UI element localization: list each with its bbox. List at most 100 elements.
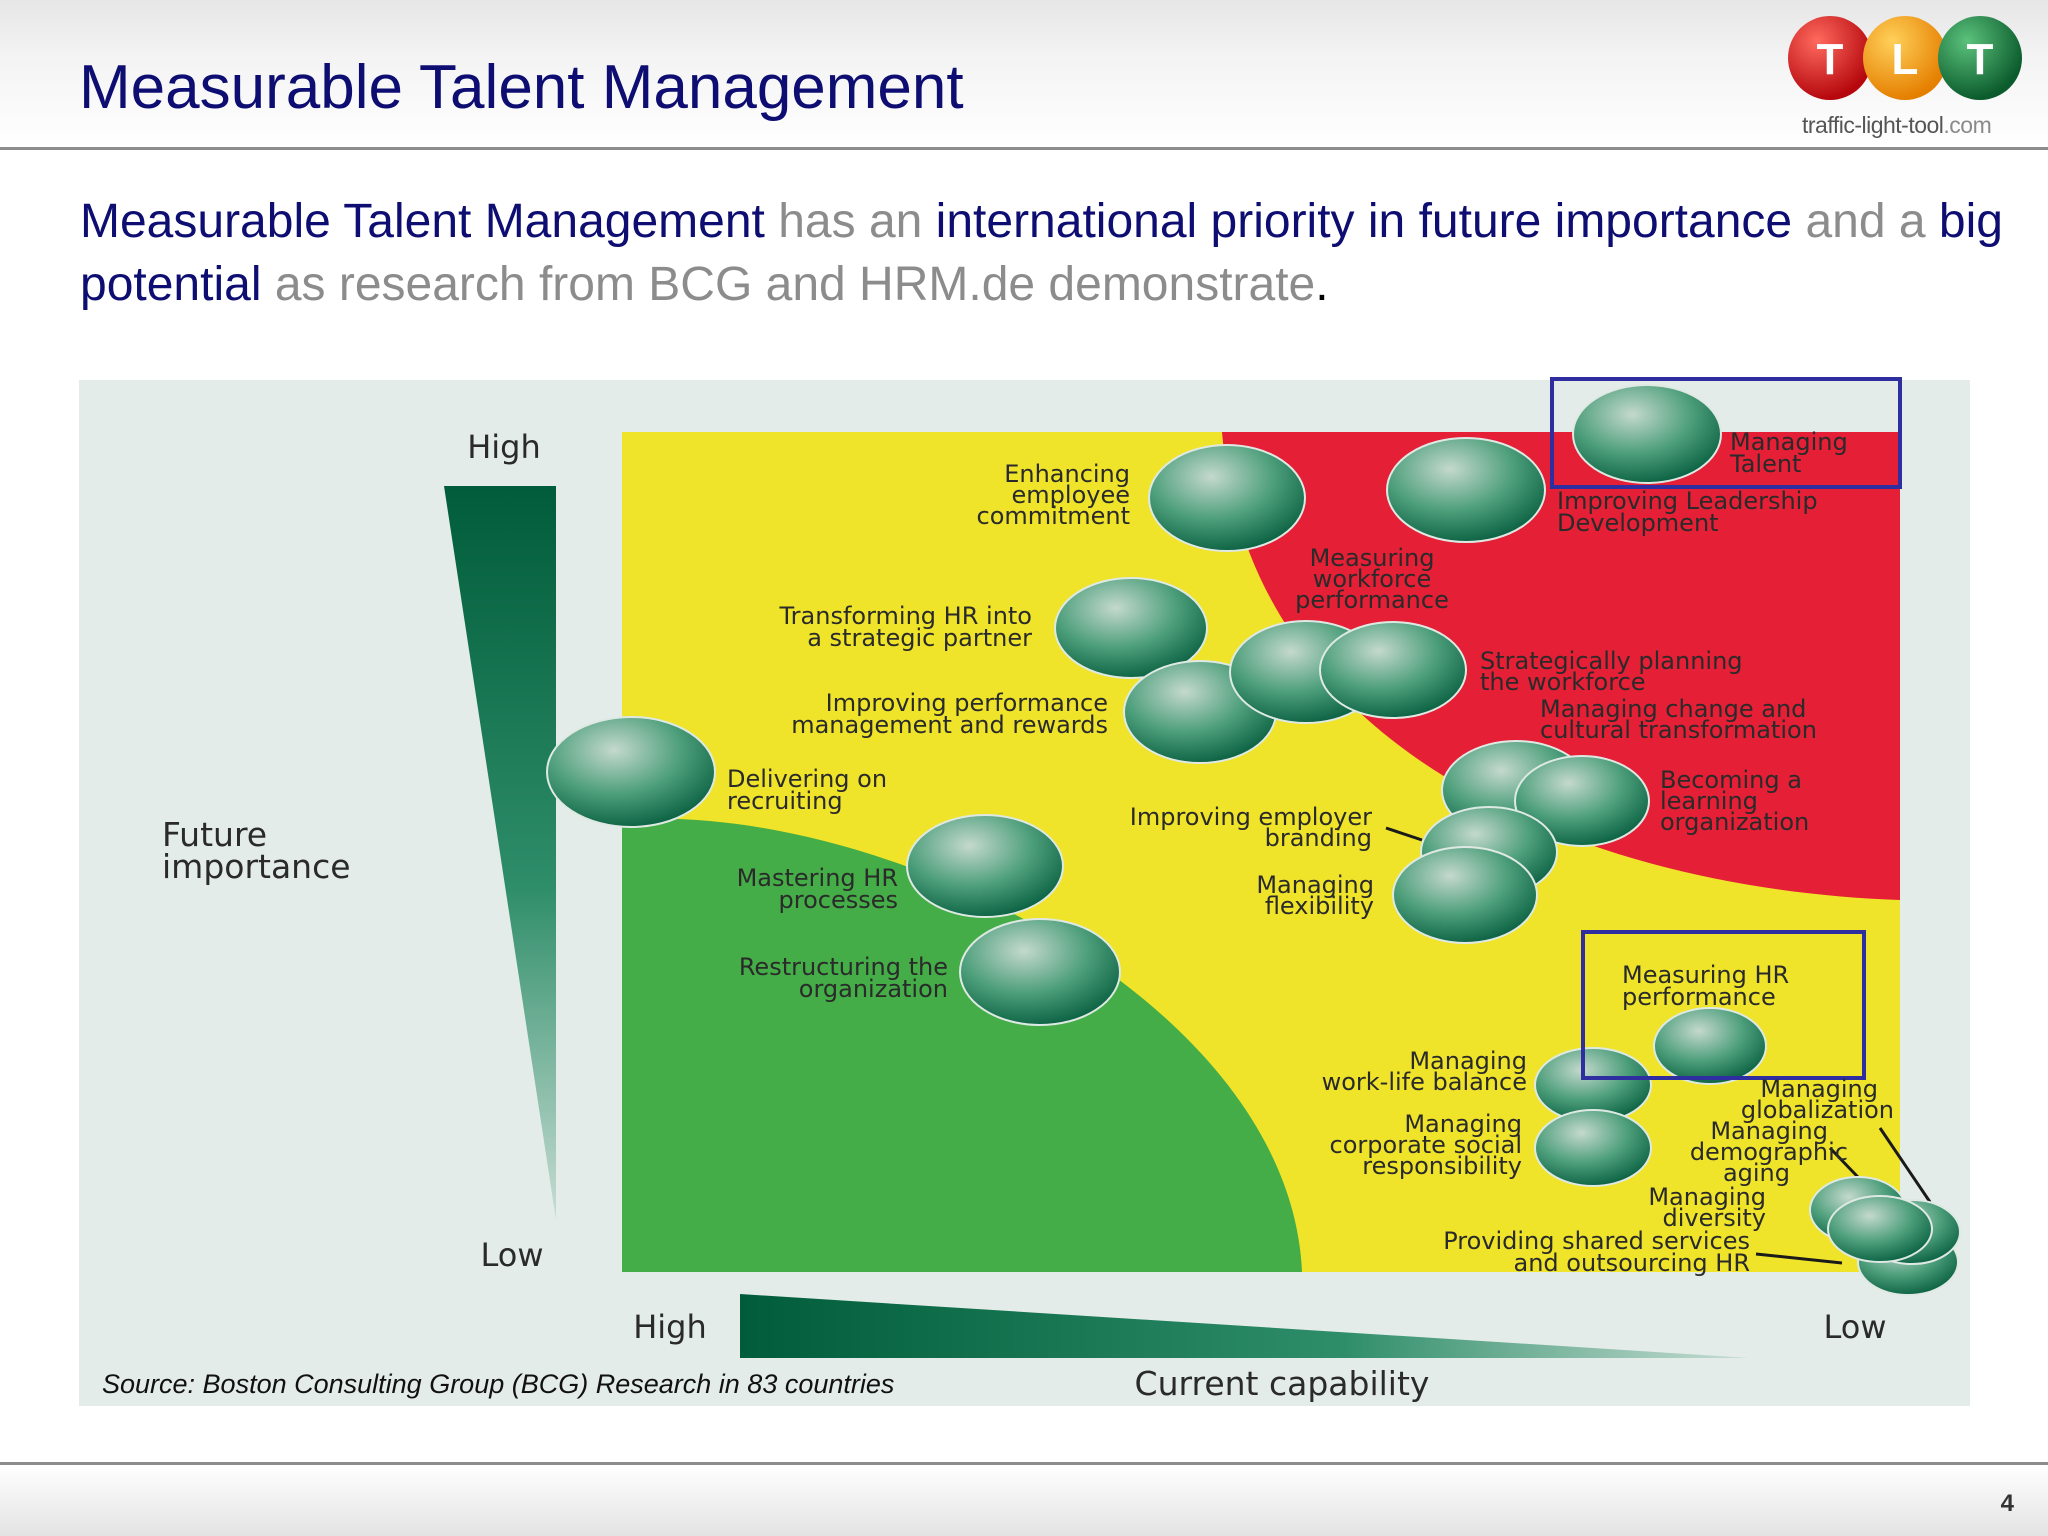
label-managing-talent-1: Managing xyxy=(1730,428,1848,456)
logo-letter-1: T xyxy=(1817,35,1844,84)
logo-letter-2: L xyxy=(1892,35,1919,84)
logo-domain-tld: .com xyxy=(1943,112,1992,138)
bubble-improving-leadership xyxy=(1386,437,1546,543)
label-improving-leadership-2: Development xyxy=(1557,509,1719,537)
x-axis-low-label: Low xyxy=(1823,1308,1886,1346)
bubble-csr xyxy=(1534,1109,1652,1187)
lede-part-1: Measurable Talent Management xyxy=(80,195,765,248)
label-shared-services-1: Providing shared services xyxy=(1443,1227,1750,1255)
label-improving-performance-2: management and rewards xyxy=(791,711,1108,739)
label-measuring-workforce-3: performance xyxy=(1295,586,1449,614)
y-axis-low-label: Low xyxy=(480,1236,543,1274)
label-managing-change-1: Managing change and xyxy=(1540,695,1806,723)
bubbles xyxy=(546,384,1961,1296)
label-demographic-1: Managing xyxy=(1710,1117,1828,1145)
topic-labels: Managing Talent Improving Leadership Dev… xyxy=(727,428,1894,1277)
label-enhancing-commitment-3: commitment xyxy=(977,502,1130,530)
slide-footer xyxy=(0,1465,2048,1536)
label-csr-2: corporate social xyxy=(1330,1131,1522,1159)
lede-part-3: international priority in future importa… xyxy=(935,195,1793,248)
label-globalization-2: globalization xyxy=(1741,1096,1894,1124)
slide-header xyxy=(0,0,2048,148)
source-note: Source: Boston Consulting Group (BCG) Re… xyxy=(102,1369,894,1399)
label-transforming-hr-1: Transforming HR into xyxy=(779,602,1032,630)
logo-amber-light-icon xyxy=(1863,16,1947,100)
zone-red xyxy=(1222,432,1900,900)
footer-divider xyxy=(0,1462,2048,1465)
label-delivering-recruiting-1: Delivering on xyxy=(727,765,887,793)
label-measuring-workforce-1: Measuring xyxy=(1310,544,1435,572)
lede-part-5: big potential xyxy=(80,195,2003,311)
label-diversity-1: Managing xyxy=(1648,1183,1766,1211)
zone-green xyxy=(622,818,1302,1272)
lede-statement: Measurable Talent Management has an inte… xyxy=(80,190,2010,316)
label-mastering-hr-1: Mastering HR xyxy=(737,864,898,892)
x-axis-label: Current capability xyxy=(1135,1364,1430,1403)
label-enhancing-commitment-2: employee xyxy=(1012,481,1130,509)
label-improving-performance-1: Improving performance xyxy=(826,689,1108,717)
header-divider xyxy=(0,147,2048,150)
label-learning-org-2: learning xyxy=(1660,787,1758,815)
label-employer-branding-1: Improving employer xyxy=(1130,803,1372,831)
label-strategic-planning-1: Strategically planning xyxy=(1480,647,1743,675)
highlight-box-measuring-hr xyxy=(1581,930,1866,1080)
label-work-life-1: Managing xyxy=(1409,1047,1527,1075)
y-axis-label-line-1: Future xyxy=(162,815,267,854)
lede-part-2: has an xyxy=(764,195,936,248)
lede-part-6: as research from BCG and HRM.de demonstr… xyxy=(261,258,1316,311)
y-axis-high-label: High xyxy=(467,428,541,466)
bubble-mastering-hr xyxy=(906,814,1064,918)
logo-red-light-icon xyxy=(1788,16,1872,100)
y-axis-label-line-2: importance xyxy=(162,847,351,886)
label-restructuring-2: organization xyxy=(799,975,948,1003)
label-managing-change-2: cultural transformation xyxy=(1540,716,1817,744)
bubble-managing-talent xyxy=(1572,384,1722,484)
bubble-delivering-recruiting xyxy=(546,716,716,828)
label-demographic-2: demographic xyxy=(1690,1138,1848,1166)
label-restructuring-1: Restructuring the xyxy=(739,953,948,981)
label-diversity-2: diversity xyxy=(1662,1204,1766,1232)
label-managing-flexibility-2: flexibility xyxy=(1265,892,1374,920)
label-mastering-hr-2: processes xyxy=(779,886,899,914)
label-csr-1: Managing xyxy=(1404,1110,1522,1138)
bubble-strategic-planning xyxy=(1319,621,1467,719)
label-managing-flexibility-1: Managing xyxy=(1256,871,1374,899)
bubble-measuring-hr xyxy=(1653,1007,1767,1085)
logo-domain: traffic-light-tool.com xyxy=(1802,112,1992,139)
label-delivering-recruiting-2: recruiting xyxy=(727,787,843,815)
label-learning-org-1: Becoming a xyxy=(1660,766,1802,794)
traffic-light-logo: T L T xyxy=(1788,16,2022,100)
matrix-plot-zones xyxy=(622,432,1900,1272)
slide-title: Measurable Talent Management xyxy=(79,53,964,122)
lede-part-7: . xyxy=(1315,258,1329,311)
label-work-life-2: work-life balance xyxy=(1322,1068,1527,1096)
x-axis-high-label: High xyxy=(633,1308,707,1346)
logo-domain-main: traffic-light-tool xyxy=(1802,112,1944,138)
current-capability-wedge xyxy=(740,1294,1750,1358)
label-measuring-hr-1: Measuring HR xyxy=(1622,961,1789,989)
label-demographic-3: aging xyxy=(1723,1159,1790,1187)
label-strategic-planning-2: the workforce xyxy=(1480,668,1646,696)
label-measuring-workforce-2: workforce xyxy=(1313,565,1432,593)
bubble-enhancing-commitment xyxy=(1148,444,1306,552)
label-employer-branding-2: branding xyxy=(1265,824,1372,852)
highlight-box-managing-talent xyxy=(1550,377,1902,489)
label-measuring-hr-2: performance xyxy=(1622,983,1776,1011)
label-transforming-hr-2: a strategic partner xyxy=(807,624,1032,652)
label-shared-services-2: and outsourcing HR xyxy=(1514,1249,1750,1277)
logo-green-light-icon xyxy=(1938,16,2022,100)
label-enhancing-commitment-1: Enhancing xyxy=(1004,460,1130,488)
label-improving-leadership-1: Improving Leadership xyxy=(1557,487,1818,515)
label-managing-talent-2: Talent xyxy=(1729,450,1801,478)
bubble-transforming-hr xyxy=(1054,577,1208,679)
bubble-demographic xyxy=(1827,1195,1933,1263)
page-number: 4 xyxy=(2000,1490,2014,1517)
lede-part-4: and a xyxy=(1792,195,1939,248)
bubble-learning-org xyxy=(1514,755,1650,847)
bubble-managing-flexibility xyxy=(1392,846,1538,944)
label-learning-org-3: organization xyxy=(1660,808,1809,836)
bubble-restructuring xyxy=(959,918,1121,1026)
future-importance-wedge xyxy=(444,486,556,1220)
label-globalization-1: Managing xyxy=(1760,1075,1878,1103)
